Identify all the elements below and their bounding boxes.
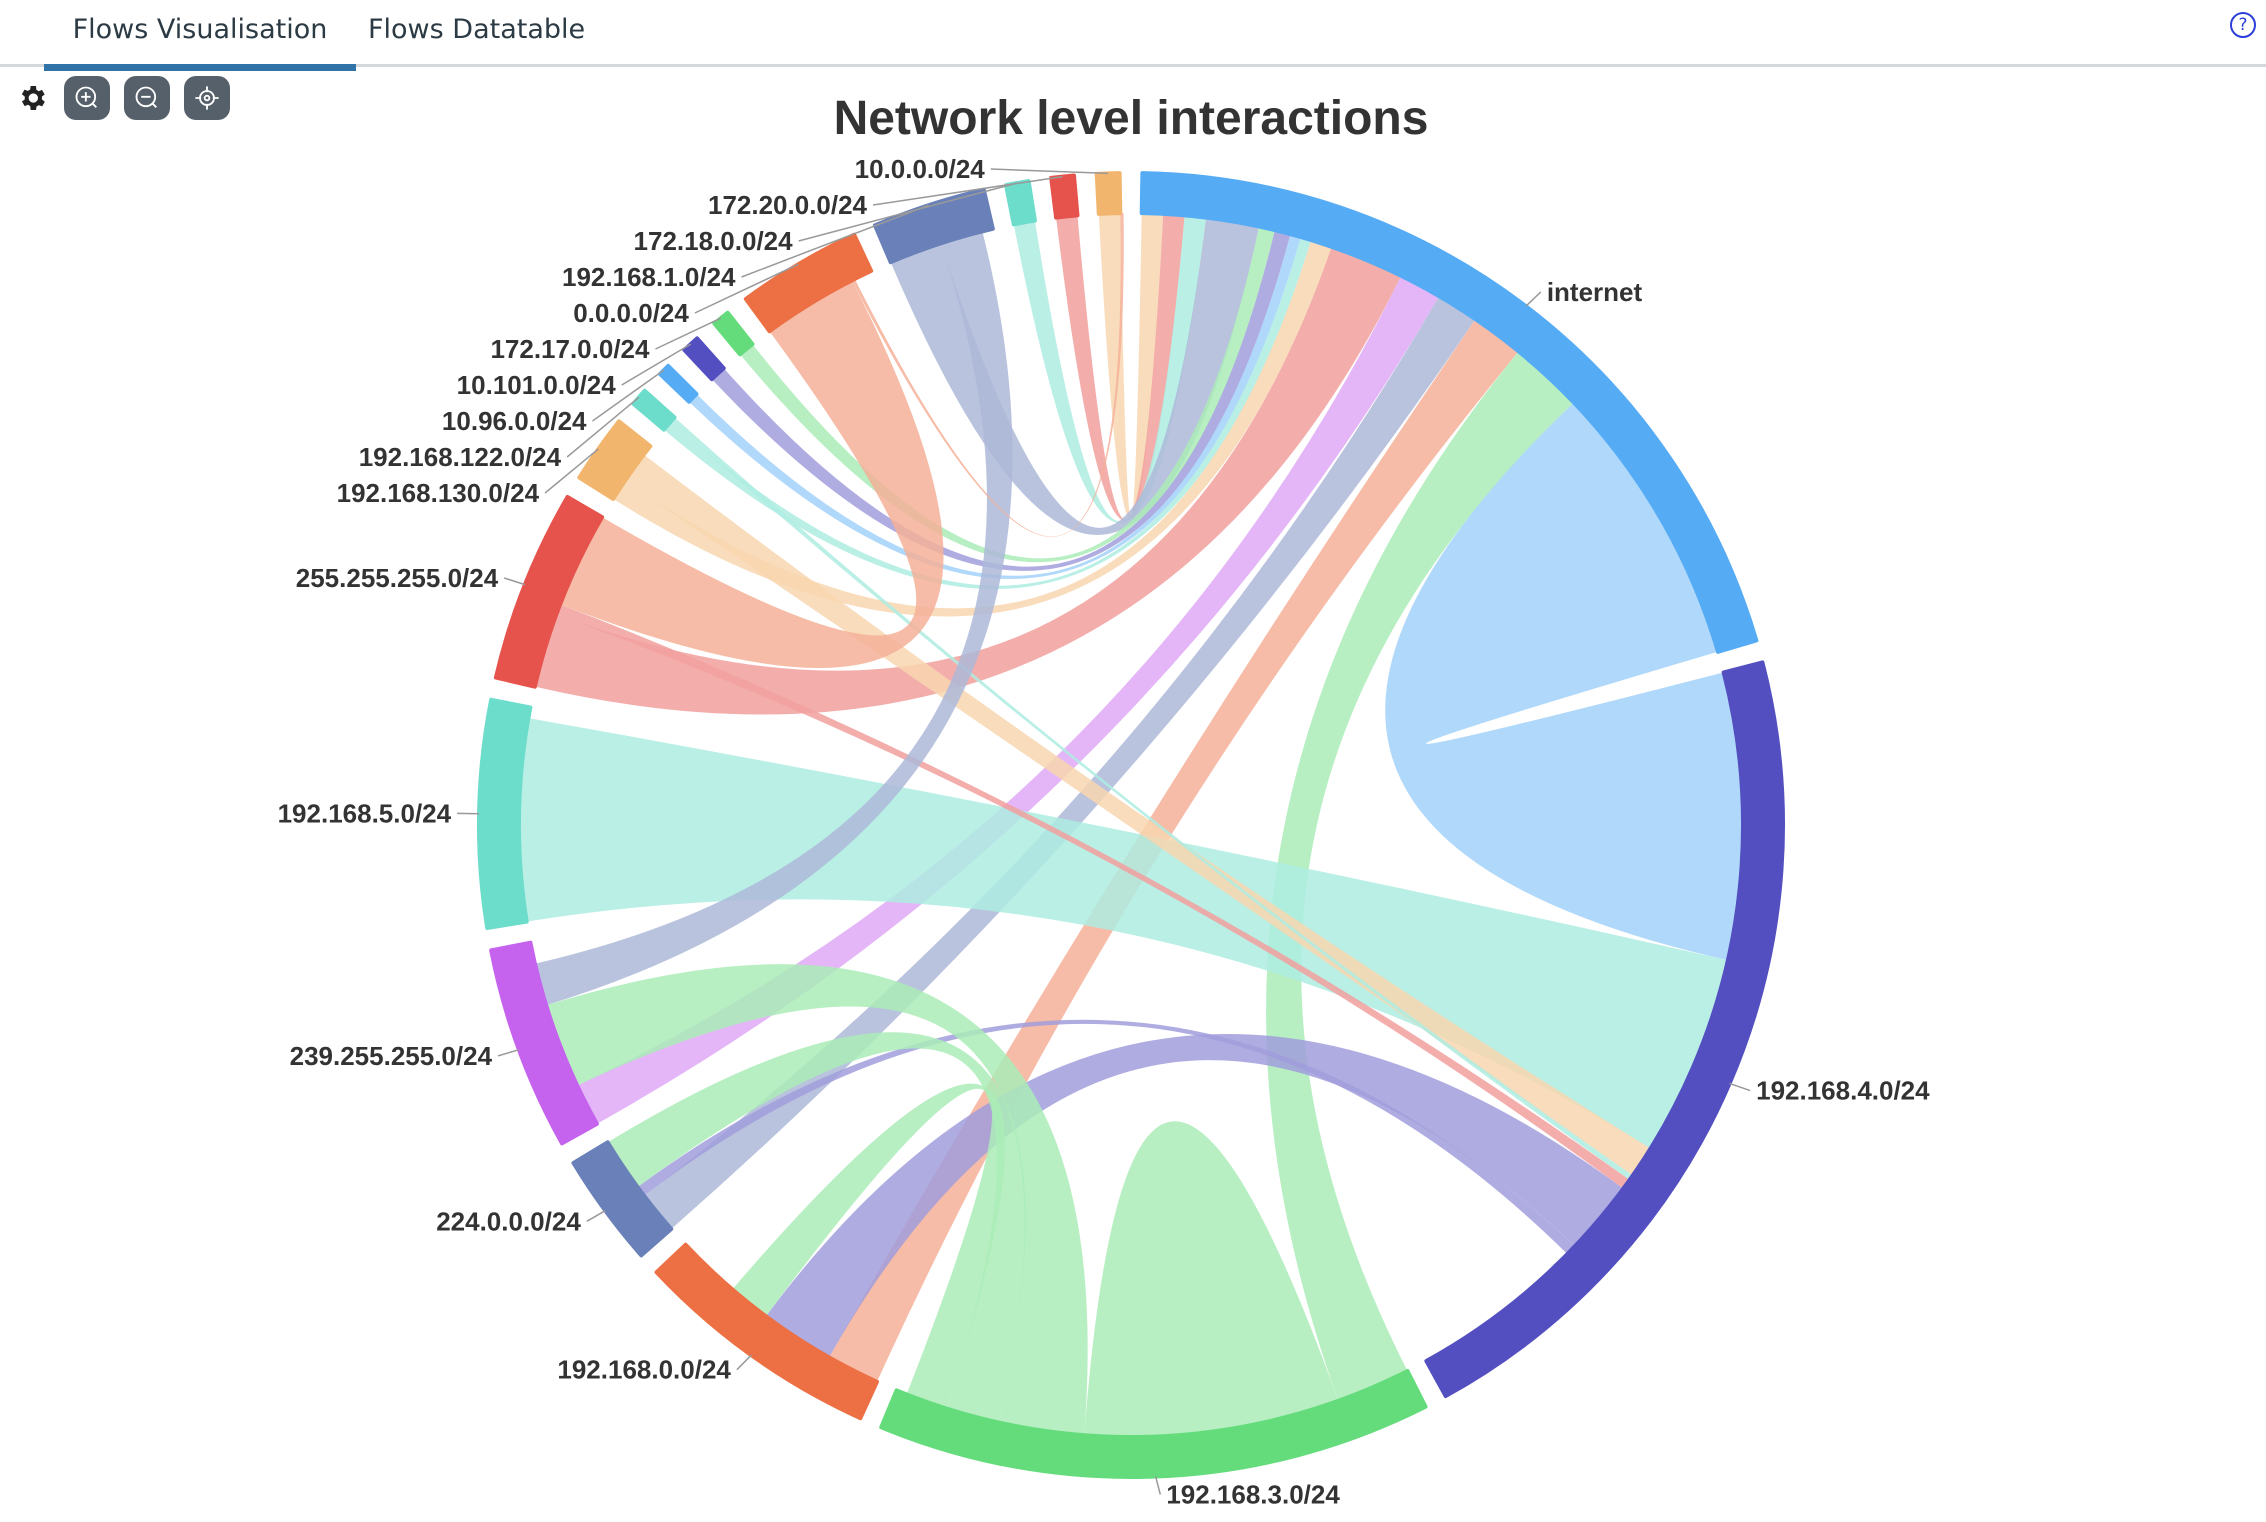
group-arc[interactable]	[477, 697, 533, 930]
chord[interactable]	[560, 280, 944, 668]
label-leader-line	[655, 317, 722, 350]
group-arc[interactable]	[577, 419, 653, 501]
group-label: 172.18.0.0/24	[634, 226, 794, 256]
label-leader-line	[586, 1210, 606, 1222]
group-arc[interactable]	[571, 1140, 674, 1258]
group-label: 192.168.130.0/24	[337, 478, 540, 508]
group-label: 192.168.4.0/24	[1756, 1076, 1930, 1106]
group-arc[interactable]	[493, 495, 605, 689]
label-leader-line	[990, 168, 1109, 175]
group-arc[interactable]	[658, 363, 699, 404]
chord[interactable]	[534, 231, 1013, 1006]
group-label: 0.0.0.0/24	[573, 298, 689, 328]
tab-flows-datatable[interactable]: Flows Datatable	[368, 14, 586, 45]
chord[interactable]	[1013, 215, 1207, 523]
group-label: 192.168.122.0/24	[359, 442, 562, 472]
label-leader-line	[621, 343, 692, 386]
label-leader-line	[872, 175, 1063, 206]
chord[interactable]	[1084, 1121, 1339, 1437]
chord[interactable]	[546, 964, 1088, 1436]
chord[interactable]	[1266, 351, 1574, 1401]
label-leader-line	[1525, 291, 1542, 307]
chord[interactable]	[519, 718, 1728, 1149]
group-arc[interactable]	[879, 1368, 1428, 1479]
label-leader-line	[1729, 1082, 1751, 1092]
label-leader-line	[592, 369, 665, 422]
tab-bar: Flows Visualisation Flows Datatable ?	[0, 0, 2266, 71]
label-leader-line	[544, 448, 599, 494]
help-icon[interactable]: ?	[2230, 12, 2256, 38]
toolbar	[14, 76, 230, 120]
chord[interactable]	[607, 1032, 1026, 1423]
group-label: 255.255.255.0/24	[296, 563, 499, 593]
group-arc[interactable]	[654, 1242, 879, 1421]
label-leader-line	[1154, 1476, 1162, 1495]
group-arc[interactable]	[489, 940, 599, 1146]
group-arc[interactable]	[1139, 171, 1759, 654]
chord[interactable]	[534, 246, 1402, 715]
group-arc[interactable]	[1049, 173, 1080, 220]
group-label: 192.168.3.0/24	[1166, 1480, 1340, 1510]
label-leader-line	[503, 577, 526, 586]
label-leader-lines	[457, 168, 1751, 1495]
chord[interactable]	[1056, 213, 1185, 521]
recenter-button[interactable]	[184, 76, 230, 120]
group-label: 192.168.0.0/24	[557, 1355, 731, 1385]
label-leader-line	[566, 396, 640, 458]
group-label: internet	[1547, 277, 1643, 307]
chord[interactable]	[624, 454, 1651, 1176]
group-label: 10.101.0.0/24	[457, 370, 617, 400]
chord[interactable]	[732, 1083, 1006, 1409]
chart-title: Network level interactions	[834, 92, 1429, 145]
group-label: 172.20.0.0/24	[708, 190, 868, 220]
zoom-out-button[interactable]	[124, 76, 170, 120]
group-label: 192.168.1.0/24	[562, 262, 736, 292]
label-leader-line	[736, 1354, 752, 1371]
label-leader-line	[798, 182, 1018, 242]
chords	[519, 213, 1743, 1437]
group-label: 172.17.0.0/24	[490, 334, 650, 364]
group-label: 10.96.0.0/24	[442, 406, 587, 436]
label-leader-line	[741, 204, 929, 278]
group-label: 239.255.255.0/24	[290, 1041, 493, 1071]
recenter-icon	[195, 86, 219, 110]
chord[interactable]	[890, 217, 1260, 535]
group-arc[interactable]	[1004, 179, 1037, 227]
group-arc[interactable]	[631, 388, 677, 432]
zoom-in-icon	[75, 86, 97, 108]
group-label: 192.168.5.0/24	[278, 798, 452, 828]
group-arc[interactable]	[1094, 171, 1123, 216]
zoom-in-button[interactable]	[64, 76, 110, 120]
group-arc[interactable]	[743, 232, 874, 334]
group-arcs	[477, 171, 1785, 1479]
group-label: 10.0.0.0/24	[855, 154, 986, 184]
chord[interactable]	[765, 1033, 1624, 1358]
chord[interactable]	[1385, 402, 1743, 961]
label-leader-line	[497, 1048, 520, 1057]
group-arc[interactable]	[1424, 660, 1785, 1399]
group-label: 224.0.0.0/24	[436, 1206, 581, 1236]
gear-icon[interactable]	[14, 80, 50, 116]
group-labels: internet 192.168.4.0/24 192.168.3.0/24 192.…	[278, 154, 1931, 1510]
label-leader-line	[694, 263, 799, 314]
zoom-out-icon	[135, 86, 157, 108]
tab-flows-visualisation[interactable]: Flows Visualisation	[44, 14, 356, 71]
